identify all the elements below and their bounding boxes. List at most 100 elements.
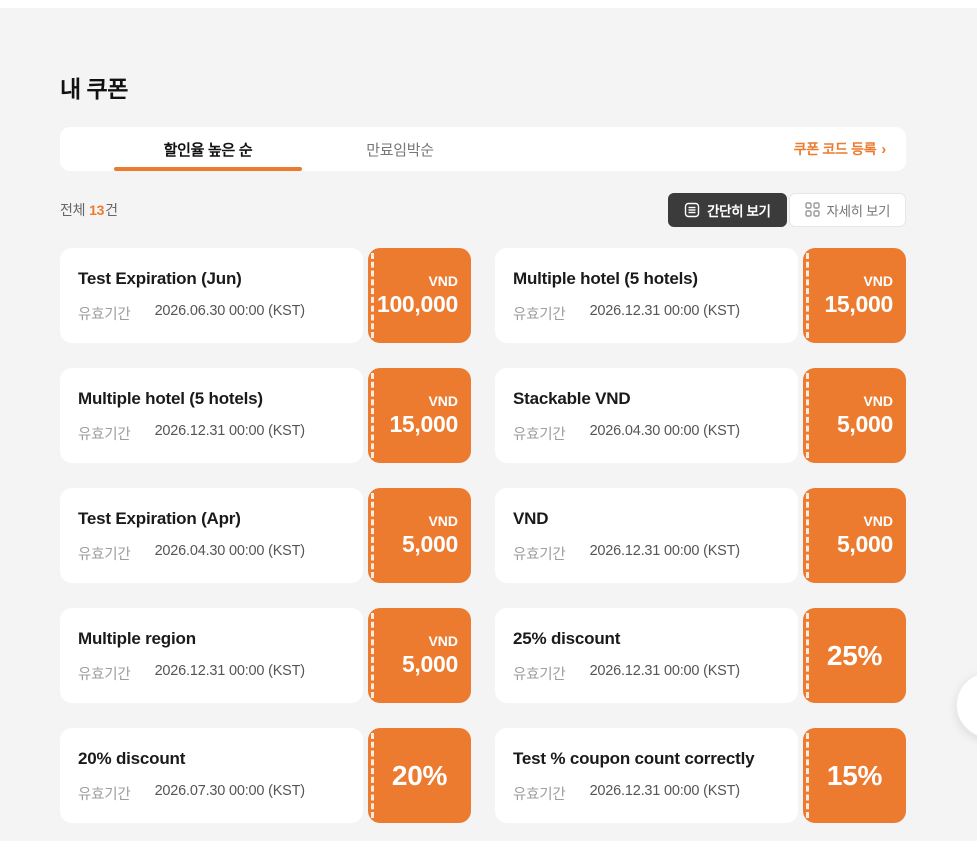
coupon-card[interactable]: Test Expiration (Apr) 유효기간 2026.04.30 00…	[60, 488, 471, 583]
validity-date: 2026.12.31 00:00 (KST)	[589, 543, 741, 559]
coupon-card[interactable]: 25% discount 유효기간 2026.12.31 00:00 (KST)…	[495, 608, 906, 703]
coupon-info-panel: Multiple hotel (5 hotels) 유효기간 2026.12.3…	[60, 368, 363, 463]
coupon-validity-row: 유효기간 2026.12.31 00:00 (KST)	[78, 663, 345, 684]
perforation-dashes	[806, 733, 809, 818]
coupon-title: Multiple hotel (5 hotels)	[513, 269, 698, 288]
perforation-dashes	[806, 493, 809, 578]
coupon-card[interactable]: Stackable VND 유효기간 2026.04.30 00:00 (KST…	[495, 368, 906, 463]
coupon-value-stub: VND 100,000	[368, 248, 471, 343]
coupon-discount-value: 5,000	[836, 410, 893, 437]
coupon-currency-label: VND	[428, 512, 458, 529]
detailed-view-label: 자세히 보기	[826, 203, 891, 219]
coupon-validity-row: 유효기간 2026.12.31 00:00 (KST)	[513, 663, 780, 684]
tab-label: 할인율 높은 순	[163, 141, 253, 159]
coupon-card[interactable]: VND 유효기간 2026.12.31 00:00 (KST) VND 5,00…	[495, 488, 906, 583]
coupon-discount-value: 5,000	[401, 650, 458, 677]
tab-sort-expiring-soon[interactable]: 만료임박순	[304, 127, 496, 171]
coupon-info-panel: 20% discount 유효기간 2026.07.30 00:00 (KST)	[60, 728, 363, 823]
coupon-discount-value: 15,000	[389, 410, 458, 437]
scroll-to-top-button[interactable]: ↑	[956, 672, 977, 738]
total-suffix: 건	[105, 201, 118, 218]
total-count-text: 전체 13건	[60, 200, 118, 220]
coupon-validity-row: 유효기간 2026.12.31 00:00 (KST)	[78, 423, 345, 444]
coupon-value-stub: 20%	[368, 728, 471, 823]
coupon-discount-value: 5,000	[401, 530, 458, 557]
tab-label: 만료임박순	[366, 141, 434, 159]
simple-view-button[interactable]: 간단히 보기	[668, 192, 787, 227]
chevron-right-icon: ›	[881, 140, 886, 158]
coupon-card[interactable]: Multiple region 유효기간 2026.12.31 00:00 (K…	[60, 608, 471, 703]
coupon-discount-value: 15%	[826, 760, 883, 792]
coupon-info-panel: Multiple region 유효기간 2026.12.31 00:00 (K…	[60, 608, 363, 703]
coupon-card[interactable]: 20% discount 유효기간 2026.07.30 00:00 (KST)…	[60, 728, 471, 823]
coupon-title: Multiple region	[78, 629, 196, 648]
coupon-discount-value: 5,000	[836, 530, 893, 557]
coupon-validity-row: 유효기간 2026.12.31 00:00 (KST)	[513, 543, 780, 564]
sort-tab-bar: 할인율 높은 순 만료임박순 쿠폰 코드 등록 ›	[60, 127, 906, 171]
coupon-info-panel: Stackable VND 유효기간 2026.04.30 00:00 (KST…	[495, 368, 798, 463]
register-coupon-code-link[interactable]: 쿠폰 코드 등록 ›	[793, 139, 887, 159]
coupon-title: Multiple hotel (5 hotels)	[78, 389, 263, 408]
coupon-currency-label: VND	[863, 512, 893, 529]
grid-icon	[804, 202, 820, 217]
coupon-value-stub: 15%	[803, 728, 906, 823]
validity-date: 2026.12.31 00:00 (KST)	[589, 663, 741, 679]
list-icon	[684, 202, 700, 218]
coupon-info-panel: Test Expiration (Jun) 유효기간 2026.06.30 00…	[60, 248, 363, 343]
validity-date: 2026.12.31 00:00 (KST)	[589, 783, 741, 799]
coupon-info-panel: Test % coupon count correctly 유효기간 2026.…	[495, 728, 798, 823]
validity-label: 유효기간	[78, 667, 131, 683]
coupon-validity-row: 유효기간 2026.12.31 00:00 (KST)	[513, 303, 780, 324]
perforation-dashes	[371, 373, 374, 458]
coupon-discount-value: 100,000	[376, 290, 458, 317]
coupon-validity-row: 유효기간 2026.07.30 00:00 (KST)	[78, 783, 345, 804]
perforation-dashes	[371, 493, 374, 578]
validity-label: 유효기간	[78, 307, 131, 323]
perforation-dashes	[371, 253, 374, 338]
coupon-info-panel: Test Expiration (Apr) 유효기간 2026.04.30 00…	[60, 488, 363, 583]
coupon-value-stub: VND 15,000	[803, 248, 906, 343]
perforation-dashes	[806, 253, 809, 338]
coupon-validity-row: 유효기간 2026.04.30 00:00 (KST)	[513, 423, 780, 444]
coupon-card[interactable]: Multiple hotel (5 hotels) 유효기간 2026.12.3…	[60, 368, 471, 463]
tab-sort-highest-discount[interactable]: 할인율 높은 순	[112, 127, 304, 171]
coupon-card[interactable]: Test Expiration (Jun) 유효기간 2026.06.30 00…	[60, 248, 471, 343]
coupon-discount-value: 20%	[391, 760, 448, 792]
coupon-card[interactable]: Multiple hotel (5 hotels) 유효기간 2026.12.3…	[495, 248, 906, 343]
coupon-info-panel: 25% discount 유효기간 2026.12.31 00:00 (KST)	[495, 608, 798, 703]
coupon-title: Test Expiration (Jun)	[78, 269, 242, 288]
coupon-currency-label: VND	[428, 632, 458, 649]
coupon-title: Stackable VND	[513, 389, 631, 408]
coupon-currency-label: VND	[863, 272, 893, 289]
coupon-info-panel: Multiple hotel (5 hotels) 유효기간 2026.12.3…	[495, 248, 798, 343]
detailed-view-button[interactable]: 자세히 보기	[788, 192, 906, 227]
validity-date: 2026.04.30 00:00 (KST)	[154, 543, 306, 559]
coupon-info-panel: VND 유효기간 2026.12.31 00:00 (KST)	[495, 488, 798, 583]
validity-label: 유효기간	[78, 427, 131, 443]
validity-date: 2026.12.31 00:00 (KST)	[154, 423, 306, 439]
coupon-value-stub: VND 5,000	[368, 488, 471, 583]
coupon-grid: Test Expiration (Jun) 유효기간 2026.06.30 00…	[60, 248, 906, 823]
coupon-title: VND	[513, 509, 549, 528]
coupon-title: Test Expiration (Apr)	[78, 509, 241, 528]
validity-date: 2026.07.30 00:00 (KST)	[154, 783, 306, 799]
coupon-validity-row: 유효기간 2026.04.30 00:00 (KST)	[78, 543, 345, 564]
coupon-value-stub: VND 5,000	[803, 488, 906, 583]
coupon-currency-label: VND	[428, 392, 458, 409]
validity-label: 유효기간	[78, 547, 131, 563]
coupon-card[interactable]: Test % coupon count correctly 유효기간 2026.…	[495, 728, 906, 823]
validity-label: 유효기간	[513, 667, 566, 683]
view-mode-toggle: 간단히 보기 자세히 보기	[668, 192, 906, 227]
validity-label: 유효기간	[513, 547, 566, 563]
coupon-discount-value: 25%	[826, 640, 883, 672]
coupon-title: Test % coupon count correctly	[513, 749, 755, 768]
top-white-strip	[0, 0, 977, 8]
register-coupon-code-label: 쿠폰 코드 등록	[793, 141, 877, 157]
coupon-discount-value: 15,000	[824, 290, 893, 317]
perforation-dashes	[806, 613, 809, 698]
validity-date: 2026.12.31 00:00 (KST)	[589, 303, 741, 319]
validity-label: 유효기간	[513, 307, 566, 323]
page-title: 내 쿠폰	[60, 76, 128, 102]
coupon-value-stub: VND 15,000	[368, 368, 471, 463]
coupon-title: 25% discount	[513, 629, 621, 648]
